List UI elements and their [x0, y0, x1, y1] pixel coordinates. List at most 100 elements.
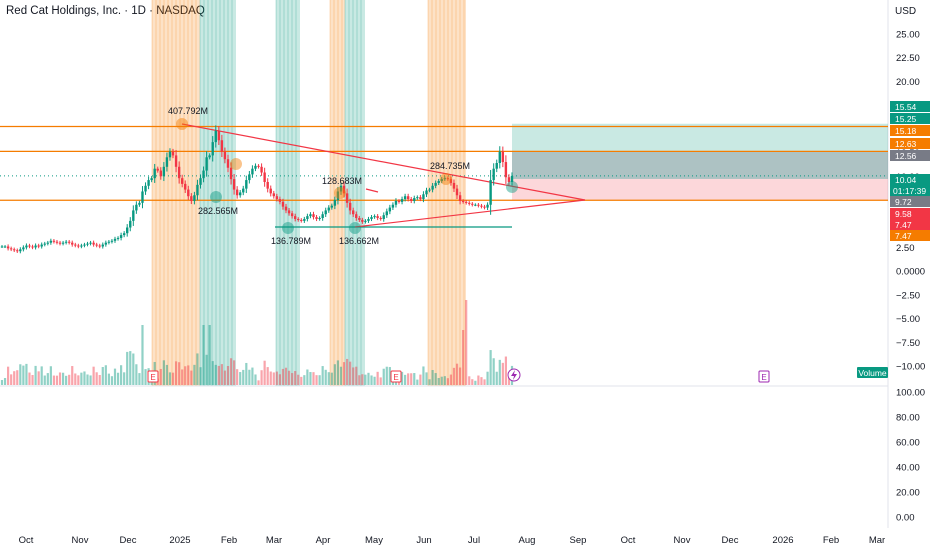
candle-body — [278, 199, 282, 202]
candle-body — [272, 193, 275, 197]
price-tick-label: 2.50 — [896, 243, 915, 254]
pivot-marker — [334, 187, 346, 199]
trend-lines — [0, 123, 888, 228]
candle-body — [126, 227, 129, 234]
volume-bar — [251, 367, 254, 385]
volume-bar — [486, 371, 489, 385]
candle-body — [495, 163, 498, 169]
volume-bar — [483, 379, 486, 385]
candle-body — [501, 151, 505, 163]
candle-body — [461, 200, 465, 202]
volume-bar — [223, 370, 227, 385]
volume-bar — [455, 363, 459, 385]
time-tick-label: Nov — [72, 535, 89, 546]
price-label: 9.72 — [895, 197, 912, 207]
candle-body — [40, 244, 43, 247]
candle-body — [284, 206, 288, 211]
candle-body — [303, 218, 306, 221]
candle-body — [464, 201, 468, 203]
time-tick-label: Mar — [266, 535, 282, 546]
volume-bar — [275, 371, 278, 385]
candle-body — [138, 202, 141, 205]
volume-bar — [263, 360, 266, 385]
candle-body — [260, 166, 263, 173]
candle-body — [104, 242, 108, 245]
volume-bar — [95, 372, 98, 385]
lightning-icon-glyph — [511, 370, 517, 380]
candle-body — [351, 210, 355, 215]
volume-bar — [113, 368, 117, 385]
candle-body — [129, 220, 132, 228]
candle-body — [217, 130, 221, 141]
volume-bar — [504, 356, 507, 385]
volume-bar — [55, 375, 59, 385]
candle-body — [486, 204, 489, 208]
volume-bar — [110, 376, 114, 385]
candle-body — [89, 242, 92, 244]
candle-body — [92, 242, 95, 245]
volume-bar — [446, 378, 449, 385]
candle-body — [208, 155, 211, 158]
volume-bar — [284, 367, 288, 385]
volume-bar — [413, 373, 416, 385]
highlight-band — [276, 0, 300, 386]
candle-body — [504, 162, 508, 178]
candle-body — [199, 178, 202, 185]
candle-body — [177, 166, 181, 179]
volume-bar — [349, 361, 352, 385]
volume-bar — [181, 369, 184, 385]
candle-body — [190, 196, 193, 201]
candle-body — [309, 214, 312, 217]
candle-body — [468, 202, 471, 204]
candle-body — [37, 245, 40, 247]
volume-bar — [294, 371, 297, 385]
price-tick-label: −10.00 — [896, 362, 925, 373]
volume-bar — [443, 376, 446, 385]
candle-body — [67, 241, 71, 243]
volume-bar — [144, 369, 147, 385]
candle-body — [113, 238, 117, 241]
candle-body — [31, 246, 34, 248]
candle-body — [248, 174, 251, 181]
candle-body — [0, 246, 4, 248]
volume-bar — [434, 373, 437, 385]
volume-bar — [257, 380, 260, 385]
candle-body — [266, 181, 269, 189]
candle-body — [71, 242, 74, 245]
candle-body — [406, 196, 410, 200]
candle-body — [52, 240, 56, 242]
candle-body — [46, 242, 50, 244]
annotation-label: 136.662M — [339, 236, 379, 246]
candle-body — [150, 178, 153, 181]
candle-body — [355, 214, 358, 219]
candle-body — [101, 244, 104, 247]
candle-body — [153, 168, 156, 179]
time-tick-label: Jun — [416, 535, 431, 546]
candle-body — [431, 185, 434, 190]
candle-body — [321, 214, 324, 219]
price-label: 15.18 — [895, 126, 917, 136]
pivot-marker — [440, 173, 452, 185]
volume-bar — [315, 375, 318, 385]
highlight-band — [152, 0, 200, 386]
volume-bar — [104, 365, 107, 385]
candle-body — [336, 191, 340, 200]
price-label: 9.58 — [895, 209, 912, 219]
candle-body — [440, 179, 443, 182]
volume-bar — [3, 378, 7, 385]
volume-bar — [7, 366, 10, 385]
volume-bar — [342, 362, 346, 385]
volume-bar — [184, 366, 187, 385]
candle-body — [370, 217, 373, 219]
candle-body — [477, 204, 480, 206]
volume-bar — [278, 374, 282, 385]
volume-bar — [416, 379, 419, 385]
candle-body — [382, 215, 385, 219]
volume-bar — [489, 350, 492, 385]
candle-body — [327, 207, 330, 211]
pivot-marker — [176, 118, 188, 130]
candle-body — [159, 170, 163, 177]
candle-body — [275, 196, 279, 200]
volume-bar — [376, 371, 379, 385]
